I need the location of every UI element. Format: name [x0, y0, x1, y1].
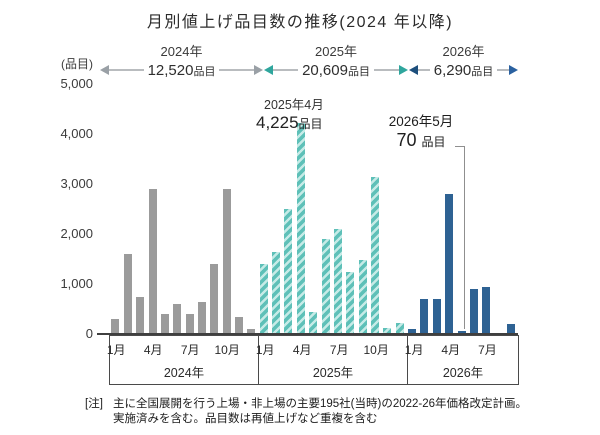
bar-2025-2月 — [272, 251, 281, 334]
year-group-box-2024: 1月 4月 7月 10月 2024年 — [106, 335, 259, 385]
bar-2026-1月 — [408, 329, 416, 334]
footnote-tag: [注] — [85, 398, 103, 410]
month-tick-label: 10月 — [214, 343, 240, 357]
bar-2025-3月 — [284, 209, 293, 334]
bar-2025-10月 — [371, 176, 379, 334]
arrow-left-icon — [264, 65, 273, 75]
annotation-date: 2025年4月 — [264, 98, 324, 112]
year-range-2024: 2024年 12,520品目 — [100, 44, 264, 79]
bar-2026-5月 — [457, 330, 466, 334]
y-tick-label-5000: 5,000 — [60, 76, 93, 91]
bar-2024-8月 — [197, 301, 206, 334]
bar-2026-2月 — [420, 299, 429, 334]
year-range-2026-label: 2026年 — [442, 44, 485, 59]
year-label: 2024年 — [163, 366, 205, 380]
bar-2024-6月 — [173, 304, 182, 334]
year-label: 2026年 — [442, 366, 484, 380]
bar-2024-2月 — [123, 254, 132, 334]
year-label: 2025年 — [312, 366, 354, 380]
bar-2025-12月 — [395, 322, 404, 334]
annotation-unit: 品目 — [298, 117, 323, 131]
y-tick-label-3000: 3,000 — [60, 176, 93, 191]
bar-2024-10月 — [222, 189, 231, 334]
bar-2024-3月 — [136, 296, 145, 334]
arrow-right-icon — [509, 65, 519, 75]
month-tick-label: 7月 — [329, 343, 349, 357]
month-tick-label: 1月 — [106, 343, 126, 357]
year-range-2024-count: 12,520 — [147, 61, 194, 79]
chart-title: 月別値上げ品目数の推移(2024 年以降) — [146, 14, 454, 31]
footnote: [注] 主に全国展開を行う上場・非上場の主要195社(当時)の2022-26年価… — [85, 397, 555, 426]
year-range-2026: 2026年 6,290品目 — [409, 44, 519, 79]
bar-2026-7月 — [482, 286, 491, 334]
annotation-value: 70 — [396, 130, 417, 150]
bar-2025-11月 — [383, 327, 392, 334]
leader-line-vertical — [464, 146, 465, 329]
annotation-may-2026: 2026年5月 70 品目 — [378, 110, 464, 151]
y-tick-label-1000: 1,000 — [60, 276, 93, 291]
bar-2025-5月 — [309, 311, 318, 334]
y-axis-unit-label: (品目) — [61, 57, 93, 71]
bar-2026-9月 — [506, 324, 515, 334]
month-tick-label: 7月 — [478, 343, 497, 357]
arrow-left-icon — [100, 65, 109, 75]
bar-2025-4月 — [296, 122, 305, 334]
x-axis-line — [97, 333, 518, 335]
month-tick-label: 1月 — [255, 343, 275, 357]
month-tick-label: 4月 — [292, 343, 312, 357]
bar-2024-7月 — [185, 314, 194, 334]
year-range-2026-count: 6,290 — [433, 61, 472, 79]
month-tick-label: 7月 — [180, 343, 200, 357]
bar-2024-1月 — [111, 319, 120, 334]
year-range-2026-unit: 品目 — [471, 65, 494, 78]
bar-2024-12月 — [247, 329, 256, 334]
annotation-date: 2026年5月 — [388, 114, 454, 129]
arrow-left-icon — [409, 65, 418, 75]
month-tick-label: 1月 — [404, 343, 424, 357]
bar-2026-6月 — [469, 289, 478, 334]
bar-2025-7月 — [333, 229, 342, 334]
bar-2025-9月 — [358, 260, 367, 334]
y-tick-label-0: 0 — [85, 326, 93, 341]
bar-2024-9月 — [210, 264, 219, 334]
bar-2024-11月 — [235, 316, 243, 334]
bar-2024-4月 — [148, 189, 157, 334]
month-tick-label: 10月 — [363, 343, 389, 357]
year-range-2025-count: 20,609 — [302, 61, 348, 79]
bar-2026-4月 — [445, 194, 454, 334]
year-group-box-2026: 1月 4月 7月 2026年 — [404, 335, 519, 385]
bar-2025-8月 — [346, 271, 355, 334]
arrow-right-icon — [254, 65, 264, 75]
year-group-box-2025: 1月 4月 7月 10月 2025年 — [255, 335, 408, 385]
y-tick-label-2000: 2,000 — [60, 226, 93, 241]
year-range-2025: 2025年 20,609品目 — [264, 44, 409, 79]
annotation-value: 4,225 — [256, 113, 299, 132]
year-range-2024-label: 2024年 — [160, 44, 203, 59]
arrow-right-icon — [399, 65, 409, 75]
bar-2025-1月 — [259, 264, 268, 334]
year-range-2025-unit: 品目 — [347, 65, 370, 78]
y-tick-label-4000: 4,000 — [60, 126, 93, 141]
month-tick-label: 4月 — [143, 343, 163, 357]
leader-line-horizontal — [455, 146, 465, 147]
bar-2024-5月 — [160, 314, 169, 334]
month-tick-label: 4月 — [441, 343, 461, 357]
year-range-2024-unit: 品目 — [193, 65, 216, 78]
bar-2026-3月 — [432, 299, 441, 334]
bar-2025-6月 — [321, 239, 330, 334]
footnote-line1: 主に全国展開を行う上場・非上場の主要195社(当時)の2022-26年価格改定計… — [113, 398, 528, 410]
year-range-2025-label: 2025年 — [315, 44, 357, 59]
annotation-april-2025: 2025年4月 4,225品目 — [256, 94, 324, 133]
footnote-line2: 実施済みを含む。品目数は再値上げなど重複を含む — [113, 412, 378, 425]
plot-area — [97, 84, 521, 334]
annotation-unit: 品目 — [421, 135, 446, 149]
